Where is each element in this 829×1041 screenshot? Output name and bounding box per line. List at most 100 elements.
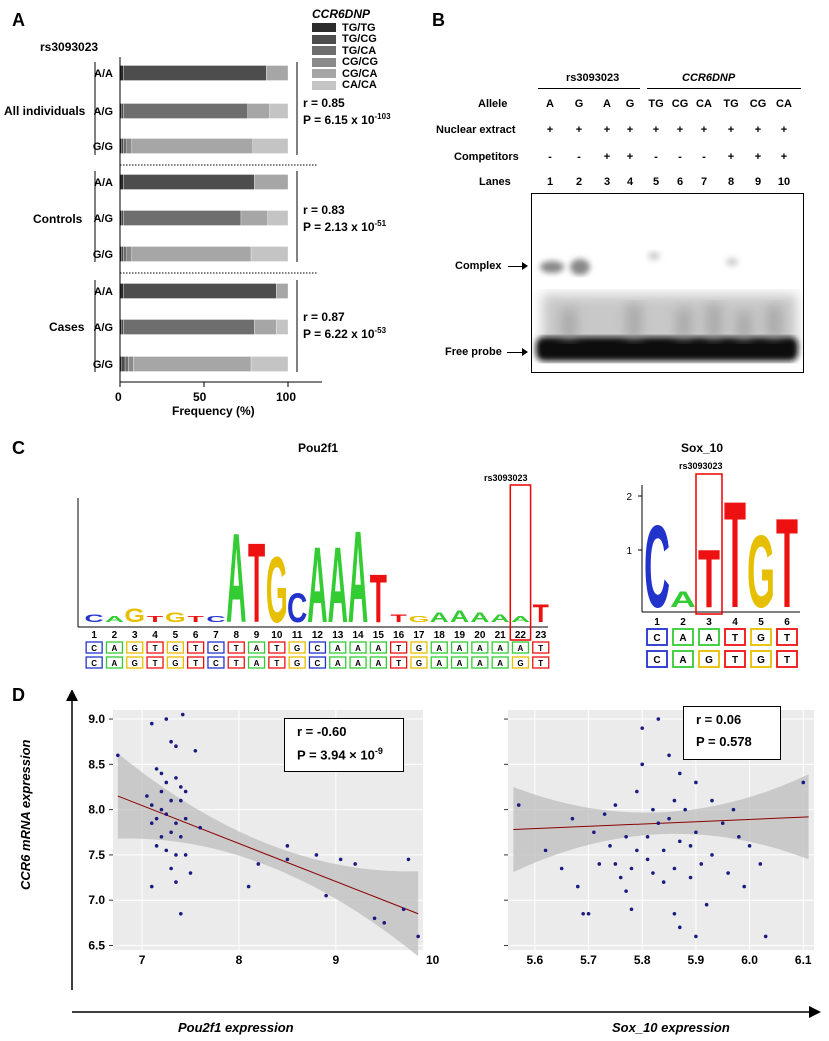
genotype-label: A/G [93, 213, 113, 225]
scatter-point [372, 916, 377, 921]
pou-seq-letter: A [254, 659, 260, 668]
pou-position-label: 19 [454, 630, 466, 641]
pou-seq-letter: T [234, 659, 239, 668]
sox-seq-letter: G [705, 655, 713, 666]
sox-snp-label: rs3093023 [679, 461, 723, 471]
pou-position-label: 11 [292, 630, 303, 641]
scatter-point [406, 857, 411, 862]
scatter-point [602, 812, 607, 816]
scatter-point [353, 862, 357, 866]
logo-letter: A [105, 615, 124, 624]
y-tick-label: 7.5 [88, 848, 105, 862]
genotype-label: G/G [93, 359, 113, 371]
pou-position-label: 7 [213, 630, 219, 641]
pou-position-label: 6 [193, 630, 199, 641]
bar-segment [121, 103, 124, 119]
bar-segment [266, 65, 289, 81]
pou-position-label: 16 [393, 630, 405, 641]
lane-lanes-cell: 10 [777, 176, 791, 188]
x-tick-label: 6.1 [795, 953, 812, 967]
p-cases-text: P = 6.22 x 10 [303, 327, 375, 341]
scatter-point [742, 884, 747, 889]
pou-seq-letter: A [112, 644, 118, 653]
x-tick-label: 9 [332, 953, 339, 967]
logo-letter: A [511, 615, 530, 624]
scatter-point [183, 789, 188, 794]
complex-label: Complex [455, 260, 502, 272]
panelA-bar-chart: A/A A/G G/G A/A A/G G/G A/A A/G G/G [93, 57, 322, 387]
lane-alleles-cell: G [574, 98, 584, 110]
pou-position-label: 3 [132, 630, 138, 641]
pou-position-label: 4 [152, 630, 158, 641]
bar-segment [123, 103, 248, 119]
bar-segment [126, 138, 132, 154]
pou-position-label: 9 [254, 630, 260, 641]
scatter-point [597, 862, 602, 866]
scatter-point [543, 848, 548, 853]
scatter-point [801, 780, 806, 785]
scatter-point [651, 807, 655, 812]
lane-extract-cell: + [626, 124, 634, 136]
scatter-point [180, 712, 185, 717]
genotype-label: A/A [94, 286, 113, 298]
r-cases: r = 0.87 [303, 310, 345, 324]
logo-letter: A [226, 509, 246, 650]
p-cases-exp: -53 [374, 326, 387, 335]
bar-segment [123, 138, 127, 154]
scatter-point [629, 907, 634, 912]
scatter-point [416, 934, 420, 939]
free-probe-arrowhead-icon [522, 348, 528, 356]
r-pou: r = -0.60 [297, 724, 347, 739]
scatter-point [174, 853, 178, 857]
pou-position-label: 10 [271, 630, 283, 641]
legend-swatch [312, 57, 336, 67]
pou-seq-letter: C [315, 644, 321, 653]
scatter-point [667, 753, 671, 758]
sox-seq-letter: T [732, 633, 738, 644]
x-label-pou-text: Pou2f1 expression [178, 1020, 294, 1035]
pou-seq-letter: T [396, 644, 401, 653]
motif-logos: C1CCA2AAG3GGT4TTG5GGT6TTC7CCA8TTT9AAG10T… [77, 471, 800, 669]
pou-seq-letter: T [274, 644, 279, 653]
bar-segment [119, 174, 124, 190]
scatter-point [726, 871, 730, 875]
scatter-point [198, 825, 202, 830]
pou-seq-letter: C [315, 659, 321, 668]
legend-item: TG/CA [312, 45, 378, 57]
x-tick-label: 5.6 [526, 953, 543, 967]
row-label-allele: Allele [478, 98, 508, 110]
legend-item: CG/CA [312, 68, 378, 80]
scatter-point [149, 721, 154, 726]
pou-seq-letter: A [112, 659, 118, 668]
fit-line [513, 816, 809, 831]
panelA-legend-title: CCR6DNP [312, 7, 371, 21]
scatter-point [581, 911, 585, 916]
pou-snp-label: rs3093023 [484, 473, 528, 483]
bar-segment [121, 210, 124, 226]
logo-letter: G [409, 615, 430, 624]
scatter-point [694, 934, 698, 939]
scatter-point [688, 844, 693, 848]
scatter-point [169, 830, 173, 835]
scatter-point [618, 875, 623, 880]
pou-seq-letter: A [375, 644, 381, 653]
scatter-point [324, 893, 328, 898]
scatter-point [174, 776, 178, 780]
logo-letter: C [85, 613, 105, 625]
pou-seq-letter: G [294, 644, 300, 653]
logo-letter: T [248, 520, 265, 646]
scatter-point [149, 884, 154, 889]
legend-label: TG/CA [342, 44, 377, 57]
scatter-point [154, 816, 159, 821]
scatter-point [516, 803, 521, 807]
lane-competitors-cell: + [603, 151, 611, 163]
scatter-point [570, 816, 575, 821]
panelB-header-dnp: CCR6DNP [682, 72, 736, 84]
bar-segment [121, 356, 126, 372]
lane-extract-cell: + [652, 124, 660, 136]
scatter-point [710, 798, 714, 803]
bar-segment [123, 283, 277, 299]
scatter-point [672, 798, 677, 803]
lane-competitors-cell: - [548, 151, 552, 163]
bar-segment [128, 356, 134, 372]
